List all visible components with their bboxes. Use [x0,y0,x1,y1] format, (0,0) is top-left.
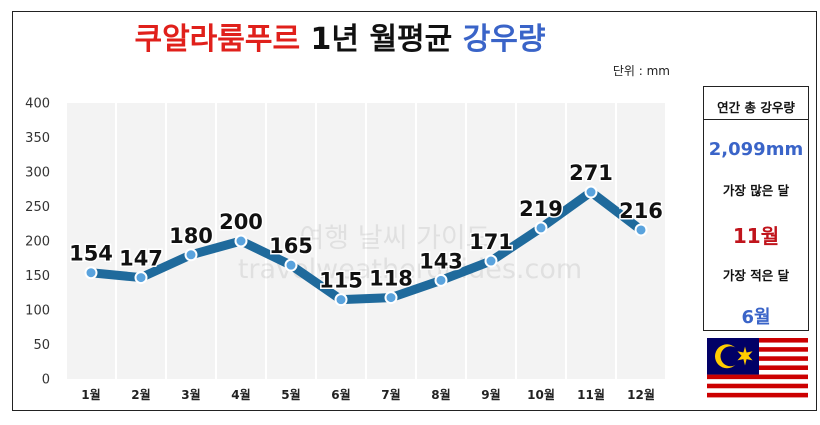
min-month-value: 6월 [741,307,771,328]
x-tick-label: 12월 [627,387,655,402]
data-point [184,248,198,262]
panel-divider [704,119,808,120]
data-label: 147 [119,247,163,271]
data-label: 271 [569,161,613,185]
y-tick-label: 400 [25,97,50,112]
data-point [84,266,98,280]
data-point [284,258,298,272]
x-tick-label: 5월 [281,387,300,402]
y-tick-label: 300 [25,166,50,181]
title-metric: 강우량 [462,22,546,57]
data-label: 154 [69,242,113,266]
data-label: 216 [619,199,663,223]
unit-label: 단위 : mm [612,64,670,78]
x-tick-label: 2월 [131,387,150,402]
data-label: 165 [269,234,313,258]
x-tick-label: 7월 [381,387,400,402]
x-tick-label: 4월 [231,387,250,402]
x-tick-label: 6월 [331,387,350,402]
data-point [484,254,498,268]
chart-title: 쿠알라룸푸르 1년 월평균 강우량 [0,14,680,58]
data-label: 143 [419,249,463,273]
data-point [234,234,248,248]
data-label: 200 [219,210,263,234]
data-point [134,271,148,285]
y-tick-label: 0 [42,373,50,388]
y-tick-label: 200 [25,235,50,250]
star-icon [737,346,753,366]
data-point [634,223,648,237]
x-tick-label: 8월 [431,387,450,402]
data-label: 219 [519,197,563,221]
malaysia-flag-icon [707,338,808,402]
y-tick-label: 150 [25,269,50,284]
x-tick-label: 1월 [81,387,100,402]
data-label: 115 [319,269,363,293]
watermark-title: 여행 날씨 가이드 [299,223,490,254]
title-city: 쿠알라룸푸르 [134,22,301,57]
max-month-value: 11월 [732,224,780,248]
x-tick-label: 9월 [481,387,500,402]
data-point [534,221,548,235]
annual-total-value: 2,099mm [708,139,804,160]
y-tick-label: 350 [25,131,50,146]
data-point [584,185,598,199]
rainfall-line-chart: 여행 날씨 가이드travelweatherguides.com05010015… [25,97,667,402]
rainfall-series-line [86,187,646,305]
y-tick-label: 100 [25,304,50,319]
x-tick-label: 3월 [181,387,200,402]
data-point [434,273,448,287]
title-period: 1년 월평균 [310,22,453,57]
max-month-label: 가장 많은 달 [722,183,790,198]
data-point [384,291,398,305]
min-month-label: 가장 적은 달 [722,268,790,283]
y-tick-label: 250 [25,200,50,215]
data-label: 118 [369,267,413,291]
x-tick-label: 10월 [527,387,555,402]
data-point [334,293,348,307]
y-tick-label: 50 [33,338,50,353]
data-label: 171 [469,230,513,254]
x-tick-label: 11월 [577,387,605,402]
summary-panel: 연간 총 강우량 2,099mm 가장 많은 달 11월 가장 적은 달 6월 [703,86,809,331]
data-label: 180 [169,224,213,248]
annual-total-label: 연간 총 강우량 [717,100,795,115]
